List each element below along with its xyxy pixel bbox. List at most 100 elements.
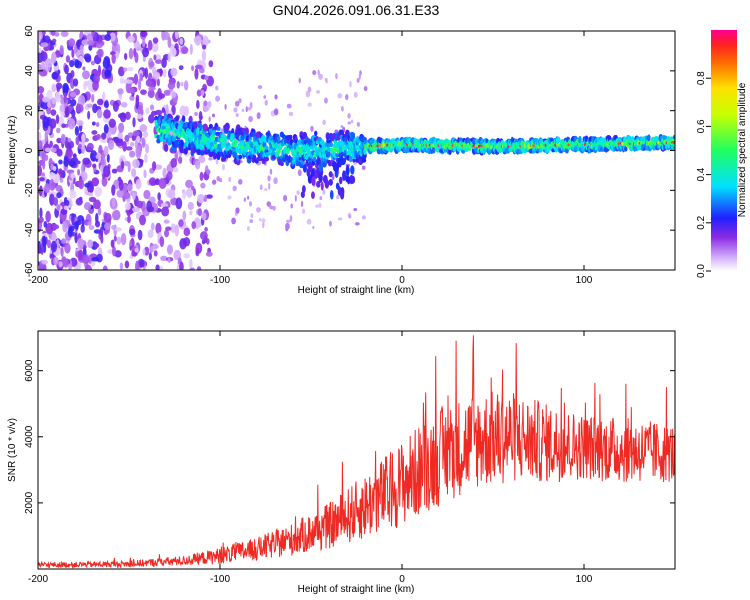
spectrogram-cell bbox=[185, 187, 193, 198]
spectrogram-cell bbox=[82, 70, 90, 80]
spectrogram-cell bbox=[141, 137, 146, 149]
spectrogram-cell bbox=[118, 122, 125, 133]
spectrogram-cell bbox=[647, 134, 651, 142]
spectrogram-cell bbox=[95, 121, 100, 128]
spectrogram-cell bbox=[324, 77, 328, 82]
spectrogram-cell bbox=[116, 236, 122, 245]
spectrogram-cell bbox=[142, 130, 149, 138]
spectrogram-cell bbox=[132, 159, 140, 169]
spectrogram-cell bbox=[42, 235, 47, 247]
spectrogram-cell bbox=[111, 184, 116, 196]
spectrogram-cell bbox=[46, 101, 51, 108]
spectrogram-cell bbox=[184, 105, 190, 116]
spectrogram-cell bbox=[301, 208, 306, 214]
spectrogram-cell bbox=[124, 260, 130, 269]
spectrogram-cell bbox=[99, 226, 104, 237]
spectrogram-cell bbox=[101, 132, 107, 140]
spectrogram-cell bbox=[86, 142, 94, 151]
spectrogram-cell bbox=[140, 31, 148, 38]
spectrogram-cell bbox=[94, 186, 103, 197]
snr-x-tick-label: 0 bbox=[399, 574, 405, 585]
spectrogram-cell bbox=[91, 31, 96, 37]
spectrogram-cell bbox=[78, 55, 84, 62]
spectrogram-cell bbox=[170, 67, 178, 77]
spectrogram-cell bbox=[161, 57, 167, 69]
colorbar-gradient bbox=[711, 30, 737, 271]
spectrogram-cell bbox=[65, 55, 71, 63]
spectrogram-cell bbox=[148, 177, 157, 186]
spectrogram-cell bbox=[183, 227, 191, 237]
spectrogram-cell bbox=[50, 147, 57, 153]
spectrogram-cell bbox=[127, 67, 134, 72]
snr-frame bbox=[37, 330, 676, 570]
spectrogram-cell bbox=[183, 253, 191, 259]
spectrogram-cell bbox=[353, 207, 358, 212]
spectrogram-cell bbox=[95, 154, 101, 160]
spectrogram-cell bbox=[202, 123, 209, 132]
spectrogram-cell bbox=[196, 99, 200, 110]
spectrogram-cell bbox=[44, 183, 51, 194]
spectrogram-cell bbox=[41, 259, 48, 265]
spectrogram-cell bbox=[297, 169, 302, 177]
spectrogram-cell bbox=[201, 212, 207, 221]
spectrogram-cell bbox=[104, 34, 111, 42]
spectrogram-cell bbox=[161, 107, 166, 113]
spectrogram-cell bbox=[127, 215, 131, 224]
spectrogram-cell bbox=[174, 31, 179, 40]
spectrogram-cell bbox=[103, 212, 112, 223]
spectrogram-cell bbox=[70, 172, 76, 179]
snr-y-tick-label: 6000 bbox=[24, 359, 35, 382]
spectrogram-cell bbox=[77, 215, 84, 222]
spectrogram-cell bbox=[87, 39, 95, 46]
spectrogram-cell bbox=[113, 235, 117, 242]
spectrogram-cell bbox=[136, 200, 144, 209]
spectrogram-cell bbox=[42, 96, 50, 103]
snr-x-tick-label: -200 bbox=[28, 574, 48, 585]
spectrogram-cell bbox=[307, 161, 313, 173]
spectrogram-cell bbox=[477, 144, 482, 148]
spectrogram-cell bbox=[129, 150, 136, 158]
spectrogram-cell bbox=[206, 194, 213, 199]
figure-title: GN04.2026.091.06.31.E33 bbox=[273, 2, 440, 18]
spectrogram-cell bbox=[103, 145, 109, 157]
spectrogram-cell bbox=[40, 42, 49, 48]
spectrogram-cell bbox=[46, 239, 52, 249]
spectrogram-cell bbox=[96, 108, 103, 119]
spectrogram-cell bbox=[80, 164, 84, 173]
spectrogram-cell bbox=[40, 100, 49, 110]
spectrogram-cell bbox=[256, 207, 261, 213]
spectrogram-cell bbox=[52, 165, 57, 172]
spectrogram-cell bbox=[171, 91, 177, 99]
spectrogram-y-label: Frequency (Hz) bbox=[7, 116, 18, 185]
spectrogram-cell bbox=[265, 151, 271, 157]
spectrogram-cell bbox=[150, 245, 155, 253]
spectrogram-cell bbox=[235, 113, 239, 117]
spectrogram-cell bbox=[249, 219, 253, 224]
spectrogram-cell bbox=[91, 130, 98, 135]
spectrogram-cell bbox=[311, 176, 316, 187]
spectrogram-cell bbox=[56, 148, 63, 157]
colorbar-tick-label: 0.0 bbox=[696, 264, 707, 278]
spectrogram-y-tick-label: 0 bbox=[24, 147, 35, 153]
spectrogram-cell bbox=[361, 215, 366, 220]
spectrogram-cell bbox=[288, 134, 293, 139]
spectrogram-cell bbox=[54, 32, 60, 37]
spectrogram-cell bbox=[94, 243, 100, 248]
spectrogram-cell bbox=[142, 248, 146, 256]
spectrogram-cell bbox=[55, 127, 61, 134]
spectrogram-cell bbox=[314, 170, 318, 180]
spectrogram-cell bbox=[187, 201, 194, 211]
spectrogram-cell bbox=[312, 225, 315, 230]
spectrogram-cell bbox=[59, 44, 64, 55]
spectrogram-cell bbox=[134, 52, 139, 63]
spectrogram-cell bbox=[81, 254, 90, 264]
spectrogram-cell bbox=[315, 90, 321, 94]
spectrogram-cell bbox=[77, 95, 86, 107]
spectrogram-cell bbox=[317, 69, 320, 76]
spectrogram-cell bbox=[318, 73, 323, 80]
spectrogram-cell bbox=[64, 199, 70, 207]
spectrogram-cell bbox=[99, 137, 108, 144]
spectrogram-cell bbox=[111, 168, 118, 174]
spectrogram-cell bbox=[174, 150, 179, 162]
spectrogram-cell bbox=[202, 35, 209, 47]
